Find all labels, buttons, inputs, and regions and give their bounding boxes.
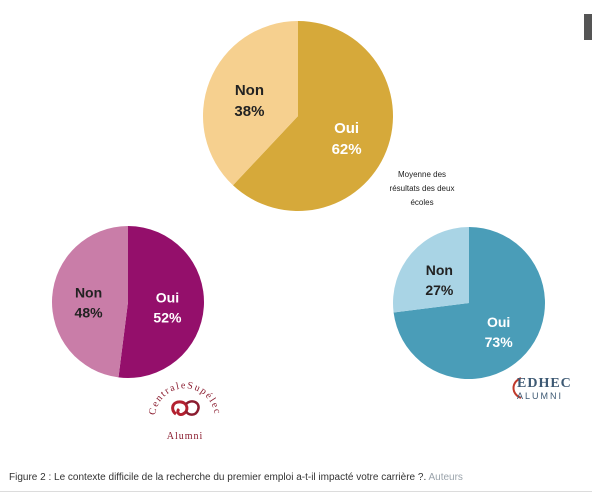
centralesupelec-alumni-logo: CentraleSupélec Alumni [147,380,221,442]
pie-slice-oui [232,21,394,211]
pie-slice-non [52,226,128,378]
slice-label-oui: Oui [487,314,510,330]
pie-chart-edhec: Oui 73% Non 27% [393,227,546,379]
figure-caption: Figure 2 : Le contexte difficile de la r… [9,472,463,483]
pie-chart-figure: Oui 62% Non 38% Oui 52% Non 48% Oui 73% Non 27% C… [52,21,546,442]
edhec-top-text: EDHEC [517,376,572,391]
caption-text: Figure 2 : Le contexte difficile de la r… [9,472,427,483]
slice-value-oui: 62% [332,141,362,158]
slice-label-non: Non [75,285,102,301]
corner-marker [584,14,592,40]
centrale-swirl-icon [171,400,200,416]
annotation-line-1: Moyenne des [397,170,447,179]
slice-value-non: 27% [425,282,454,298]
slice-label-non: Non [426,262,453,278]
caption-divider [0,491,592,492]
average-annotation: Moyenne des résultats des deux écoles [382,168,462,210]
pie-chart-centrale: Oui 52% Non 48% [52,225,205,379]
slice-label-oui: Oui [334,120,359,137]
pie-slice-oui [118,225,205,379]
slice-value-non: 38% [234,103,264,120]
edhec-alumni-logo: EDHEC ALUMNI [509,376,592,401]
centrale-bottom-text: Alumni [167,431,204,442]
pie-chart-average: Oui 62% Non 38% [203,21,394,211]
slice-value-oui: 73% [485,334,514,350]
pie-slice-non [203,21,298,186]
slice-label-non: Non [235,82,264,99]
caption-credit-link[interactable]: Auteurs [428,472,463,483]
pie-slice-non [393,227,469,313]
edhec-swoosh-icon [512,377,522,399]
slice-value-non: 48% [75,305,104,321]
slice-value-oui: 52% [153,309,182,325]
edhec-bottom-text: ALUMNI [517,391,564,401]
annotation-line-2: résultats des deux [389,184,455,193]
pie-slice-oui [393,227,546,379]
annotation-line-3: écoles [410,198,434,207]
slice-label-oui: Oui [156,289,179,305]
